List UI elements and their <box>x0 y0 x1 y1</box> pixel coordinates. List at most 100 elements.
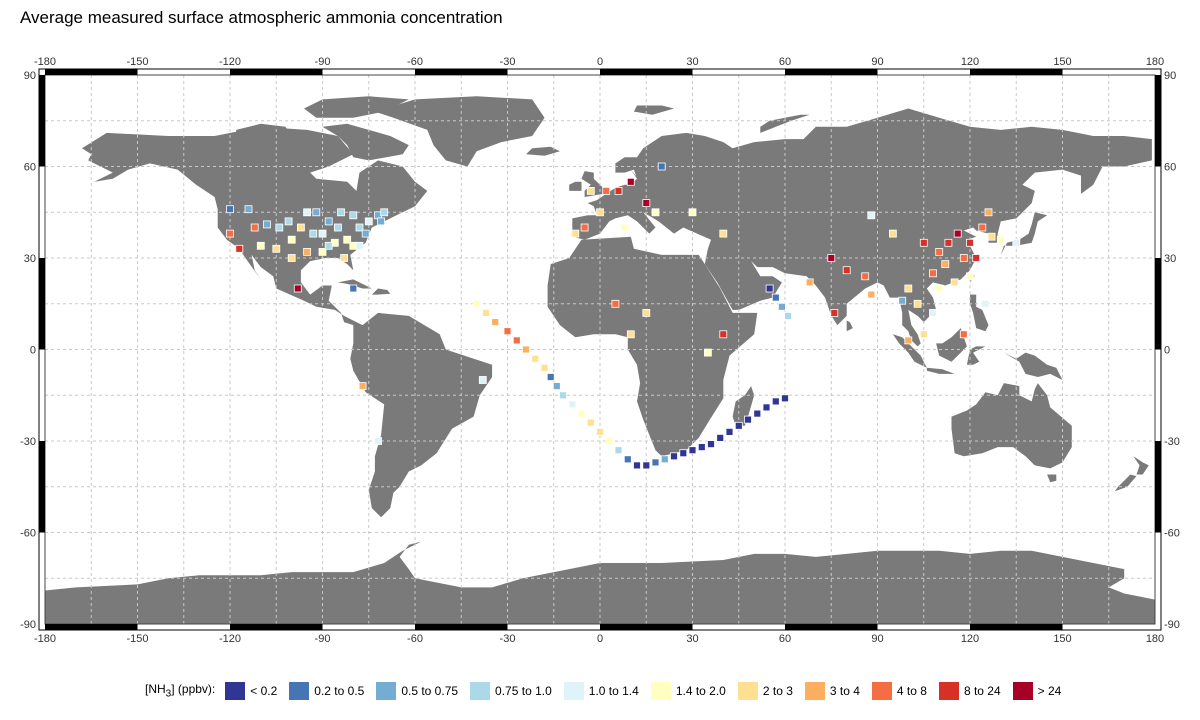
station-marker <box>919 238 928 247</box>
station-marker <box>657 162 666 171</box>
station-marker <box>324 241 333 250</box>
station-marker <box>889 229 897 238</box>
station-marker <box>966 272 974 281</box>
lat-tick-label-right: -30 <box>1164 436 1180 448</box>
station-marker <box>512 336 521 345</box>
station-marker <box>935 247 944 256</box>
station-marker <box>987 232 996 241</box>
frame-segment <box>600 69 693 75</box>
station-marker <box>707 440 715 449</box>
station-marker <box>771 293 780 302</box>
station-marker <box>867 290 876 299</box>
lat-tick-label-left: 90 <box>24 70 36 82</box>
station-marker <box>287 254 296 262</box>
station-marker <box>586 186 595 195</box>
station-marker <box>944 238 953 247</box>
station-marker <box>343 235 352 244</box>
station-marker <box>861 272 870 281</box>
lon-tick-label-top: 150 <box>1053 56 1071 68</box>
lon-tick-label-top: -30 <box>500 56 516 68</box>
station-marker <box>784 311 792 320</box>
land-sri-lanka <box>846 320 853 332</box>
lat-tick-label-left: 30 <box>24 253 36 265</box>
station-marker <box>481 308 490 317</box>
lon-tick-label-bottom: 0 <box>597 633 603 645</box>
land-ellesmere-island <box>304 96 409 118</box>
lat-tick-label-right: -90 <box>1164 619 1180 631</box>
map-frame <box>38 68 1162 631</box>
station-marker <box>614 186 623 195</box>
station-marker <box>805 278 814 287</box>
lon-tick-label-bottom: -180 <box>34 633 56 645</box>
lat-tick-label-right: 60 <box>1164 162 1176 174</box>
station-marker <box>679 449 688 458</box>
station-marker <box>904 336 913 345</box>
land-tasmania <box>1047 474 1057 483</box>
lon-tick-label-bottom: -120 <box>219 633 241 645</box>
land-ireland <box>569 181 582 191</box>
station-marker <box>744 415 752 424</box>
lon-tick-label-top: 90 <box>871 56 883 68</box>
legend-label: 8 to 24 <box>963 684 1001 698</box>
legend: [NH3] (ppbv): < 0.2 0.2 to 0.5 0.5 to 0.75… <box>145 682 1073 700</box>
lon-tick-label-top: -180 <box>34 56 56 68</box>
world-map: -180 -180 -150 -150 -120 -120 -90 -90 -60 -60 -30 -… <box>20 56 1180 645</box>
station-marker <box>651 458 660 467</box>
land-australia <box>951 383 1072 469</box>
station-marker <box>244 205 253 214</box>
station-marker <box>318 247 327 256</box>
legend-swatch <box>289 682 310 700</box>
lat-tick-label-left: -30 <box>20 436 36 448</box>
station-marker <box>842 266 851 275</box>
axis-tick-labels: -180 -180 -150 -150 -120 -120 -90 -90 -60 -60 -30 -… <box>20 56 1180 645</box>
legend-swatch <box>938 682 959 700</box>
land-greenland <box>374 96 545 167</box>
lon-tick-label-bottom: 30 <box>686 633 698 645</box>
station-marker <box>380 208 389 217</box>
lon-tick-label-bottom: 180 <box>1146 633 1164 645</box>
legend-label: 0.75 to 1.0 <box>495 684 552 698</box>
land-sumatra <box>892 334 927 368</box>
station-marker <box>660 455 669 464</box>
station-marker <box>981 299 990 308</box>
station-marker <box>716 433 725 442</box>
legend-item: 1.0 to 1.4 <box>563 682 639 700</box>
station-marker <box>580 223 589 232</box>
station-marker <box>312 208 321 217</box>
station-marker <box>349 211 358 220</box>
lon-tick-label-bottom: -30 <box>500 633 516 645</box>
station-marker <box>904 284 913 293</box>
station-marker <box>626 177 635 186</box>
lat-tick-label-left: -90 <box>20 619 36 631</box>
legend-swatch <box>737 682 758 700</box>
frame-segment <box>785 624 878 630</box>
station-marker <box>355 241 364 250</box>
station-marker <box>287 235 296 244</box>
frame-segment <box>39 75 45 167</box>
lon-tick-label-top: -150 <box>126 56 148 68</box>
lon-tick-label-bottom: 120 <box>961 633 979 645</box>
frame-segment <box>600 624 693 630</box>
lon-tick-label-top: -120 <box>219 56 241 68</box>
land-madagascar <box>732 386 755 426</box>
frame-segment <box>1155 441 1161 533</box>
station-marker <box>935 284 944 293</box>
land-java <box>926 367 955 374</box>
lon-tick-label-top: -90 <box>315 56 331 68</box>
station-marker <box>626 330 635 339</box>
station-marker <box>540 363 549 372</box>
station-marker <box>670 452 678 461</box>
land-south-america <box>350 312 493 518</box>
station-marker <box>503 327 512 336</box>
station-marker <box>586 418 595 427</box>
legend-swatch <box>650 682 671 700</box>
frame-segment <box>1155 75 1161 167</box>
station-marker <box>250 223 259 232</box>
legend-swatch <box>563 682 584 700</box>
station-marker <box>929 308 937 317</box>
station-marker <box>778 302 786 311</box>
lat-tick-label-right: 0 <box>1164 345 1170 357</box>
station-marker <box>337 208 345 217</box>
land-philippines <box>970 294 989 332</box>
land-iceland <box>526 146 560 156</box>
